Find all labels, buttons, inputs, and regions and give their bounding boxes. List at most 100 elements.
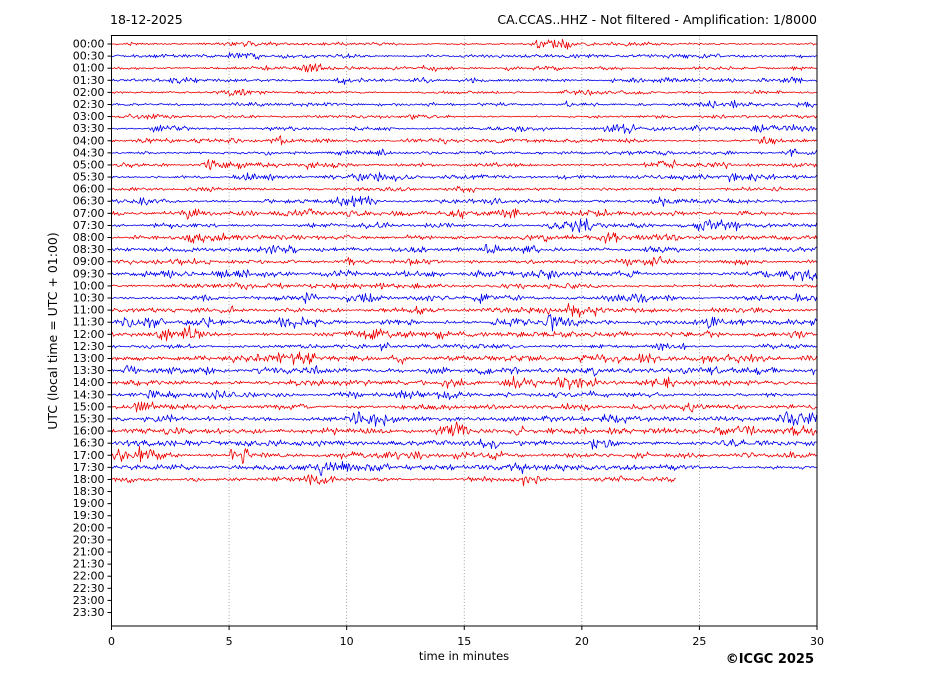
y-tick-label-22:30: 22:30	[73, 582, 105, 595]
trace-01:30	[111, 76, 817, 85]
y-tick-label-09:30: 09:30	[73, 267, 105, 280]
y-tick-label-12:30: 12:30	[73, 340, 105, 353]
y-tick-label-02:00: 02:00	[73, 86, 105, 99]
trace-11:30	[111, 314, 817, 332]
trace-15:00	[111, 401, 817, 413]
y-tick-label-14:00: 14:00	[73, 376, 105, 389]
y-tick-label-03:30: 03:30	[73, 122, 105, 135]
x-tick-label-0: 0	[108, 635, 115, 648]
y-tick-label-07:00: 07:00	[73, 207, 105, 220]
x-tick-label-15: 15	[457, 635, 471, 648]
y-tick-label-21:00: 21:00	[73, 546, 105, 559]
trace-06:00	[111, 185, 817, 193]
trace-09:30	[111, 269, 817, 282]
y-tick-label-01:30: 01:30	[73, 74, 105, 87]
trace-03:30	[111, 123, 817, 134]
y-tick-label-15:00: 15:00	[73, 400, 105, 413]
trace-15:30	[111, 411, 817, 427]
y-tick-label-00:00: 00:00	[73, 38, 105, 51]
trace-10:00	[111, 282, 817, 291]
trace-04:30	[111, 148, 817, 157]
copyright: ©ICGC 2025	[726, 652, 814, 667]
trace-13:00	[111, 351, 817, 366]
y-tick-label-17:00: 17:00	[73, 449, 105, 462]
y-tick-label-19:30: 19:30	[73, 509, 105, 522]
y-tick-label-00:30: 00:30	[73, 50, 105, 63]
trace-08:30	[111, 243, 817, 255]
y-tick-label-10:30: 10:30	[73, 292, 105, 305]
y-tick-label-07:30: 07:30	[73, 219, 105, 232]
y-tick-label-04:00: 04:00	[73, 134, 105, 147]
y-tick-label-11:00: 11:00	[73, 304, 105, 317]
trace-08:00	[111, 232, 817, 244]
y-tick-label-08:00: 08:00	[73, 231, 105, 244]
trace-14:30	[111, 389, 817, 401]
y-tick-label-16:00: 16:00	[73, 425, 105, 438]
y-tick-label-23:30: 23:30	[73, 606, 105, 619]
y-tick-label-18:30: 18:30	[73, 485, 105, 498]
trace-04:00	[111, 135, 817, 146]
y-tick-label-17:30: 17:30	[73, 461, 105, 474]
y-tick-label-20:00: 20:00	[73, 521, 105, 534]
trace-03:00	[111, 113, 817, 120]
trace-12:00	[111, 325, 817, 342]
trace-09:00	[111, 255, 817, 267]
y-tick-label-20:30: 20:30	[73, 533, 105, 546]
trace-16:00	[111, 421, 817, 437]
trace-02:30	[111, 99, 817, 109]
y-tick-label-23:00: 23:00	[73, 594, 105, 607]
x-tick-label-10: 10	[340, 635, 354, 648]
trace-10:30	[111, 292, 817, 305]
trace-18:00	[111, 474, 676, 487]
y-tick-label-06:30: 06:30	[73, 195, 105, 208]
x-tick-label-5: 5	[226, 635, 233, 648]
gridlines	[228, 35, 700, 626]
y-tick-label-18:00: 18:00	[73, 473, 105, 486]
x-tick-label-20: 20	[575, 635, 589, 648]
y-tick-label-09:00: 09:00	[73, 255, 105, 268]
y-tick-label-12:00: 12:00	[73, 328, 105, 341]
y-tick-label-08:30: 08:30	[73, 243, 105, 256]
y-tick-label-13:30: 13:30	[73, 364, 105, 377]
trace-05:30	[111, 171, 817, 183]
trace-13:30	[111, 365, 817, 377]
trace-17:30	[111, 460, 817, 476]
tick-labels: 0 5 10 15 20 25 30 00:0000:3001:0001:3002:0002:…	[73, 38, 824, 649]
y-tick-label-16:30: 16:30	[73, 437, 105, 450]
trace-01:00	[111, 63, 817, 73]
trace-00:30	[111, 52, 817, 60]
y-tick-label-01:00: 01:00	[73, 62, 105, 75]
y-tick-label-05:30: 05:30	[73, 171, 105, 184]
y-tick-label-06:00: 06:00	[73, 183, 105, 196]
x-tick-label-25: 25	[692, 635, 706, 648]
y-tick-label-10:00: 10:00	[73, 279, 105, 292]
y-axis-label: UTC (local time = UTC + 01:00)	[45, 232, 60, 430]
plot-border	[111, 35, 818, 627]
trace-00:00	[111, 38, 817, 50]
y-tick-label-04:30: 04:30	[73, 146, 105, 159]
y-tick-label-03:00: 03:00	[73, 110, 105, 123]
channel-title: CA.CCAS..HHZ - Not filtered - Amplificat…	[497, 12, 817, 27]
traces	[111, 38, 817, 487]
trace-07:00	[111, 208, 817, 220]
y-tick-label-13:00: 13:00	[73, 352, 105, 365]
y-tick-label-11:30: 11:30	[73, 316, 105, 329]
trace-05:00	[111, 159, 817, 171]
trace-14:00	[111, 375, 817, 391]
trace-16:30	[111, 438, 817, 450]
y-tick-label-19:00: 19:00	[73, 497, 105, 510]
y-tick-label-22:00: 22:00	[73, 570, 105, 583]
y-tick-label-14:30: 14:30	[73, 388, 105, 401]
trace-07:30	[111, 218, 817, 233]
trace-06:30	[111, 195, 817, 208]
date-title: 18-12-2025	[110, 12, 183, 27]
trace-12:30	[111, 342, 817, 352]
trace-17:00	[111, 445, 817, 464]
x-axis-label: time in minutes	[419, 649, 509, 663]
x-tick-label-30: 30	[810, 635, 824, 648]
y-tick-label-02:30: 02:30	[73, 98, 105, 111]
y-tick-label-05:00: 05:00	[73, 158, 105, 171]
y-tick-label-21:30: 21:30	[73, 558, 105, 571]
